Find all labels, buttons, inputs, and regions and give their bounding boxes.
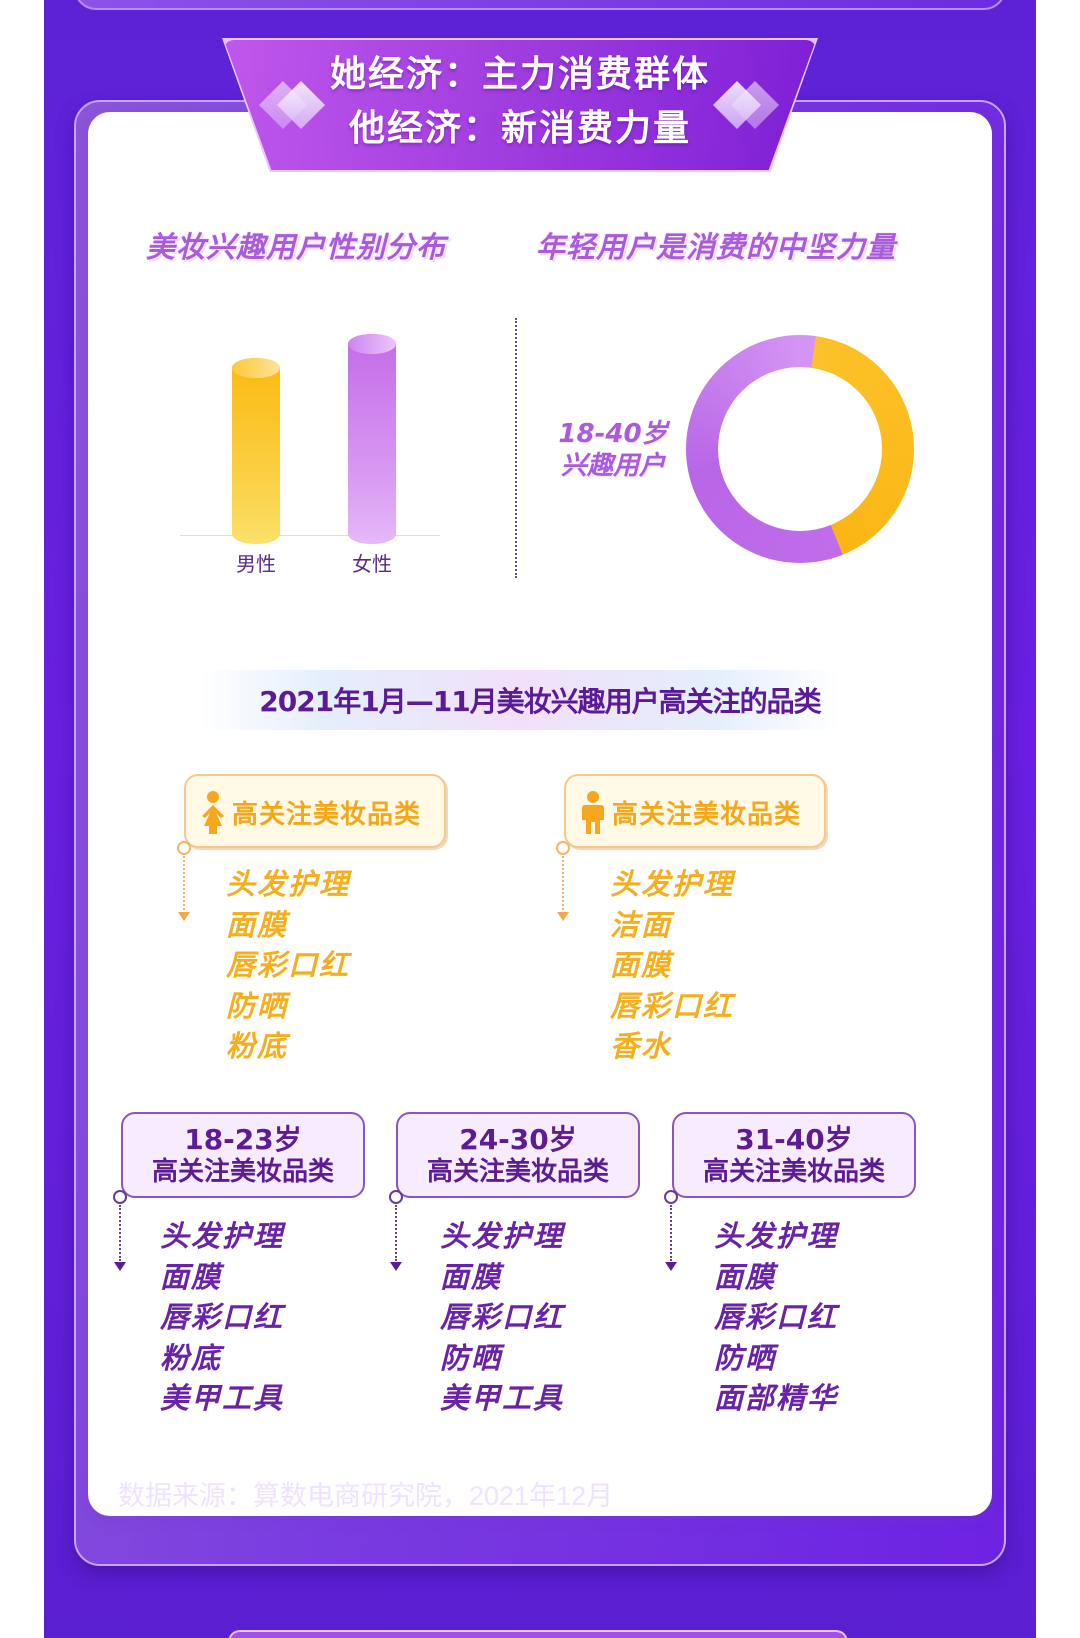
banner-line-2: 他经济：新消费力量 [348,108,691,149]
heading-highlight [200,670,840,730]
connector-dot [177,841,191,855]
list-item: 美甲工具 [160,1381,285,1415]
bar-label-female: 女性 [352,552,392,576]
list-item: 粉底 [160,1340,223,1375]
donut-annotation-line2: 兴趣用户 [560,451,665,481]
gender-chart-title: 美妆兴趣用户性别分布 [146,230,447,264]
age-group-label: 高关注美妆品类 [151,1157,334,1187]
age-group-box-18-23: 18-23岁 高关注美妆品类 [121,1112,365,1198]
arrow-down-icon [665,1262,677,1271]
age-group-label: 高关注美妆品类 [426,1157,609,1187]
male-icon [582,791,604,834]
male-category-label: 高关注美妆品类 [612,800,802,830]
list-item: 防晒 [714,1340,777,1375]
next-card-edge [228,1630,848,1638]
age-18-23-category-list: 头发护理 面膜 唇彩口红 粉底 美甲工具 [160,1216,284,1419]
arrow-down-icon [390,1262,402,1271]
male-category-box: 高关注美妆品类 [564,774,826,848]
list-item: 美甲工具 [440,1381,565,1415]
list-item: 头发护理 [440,1219,565,1253]
connector-line [395,1205,397,1261]
age-chart-title: 年轻用户是消费的中坚力量 [536,230,897,264]
list-item: 面部精华 [714,1381,839,1415]
age-range: 18-23岁 [184,1123,302,1156]
list-item: 头发护理 [610,867,735,901]
female-category-box: 高关注美妆品类 [184,774,446,848]
age-24-30-category-list: 头发护理 面膜 唇彩口红 防晒 美甲工具 [440,1216,564,1419]
connector-dot [664,1190,678,1204]
age-group-box-24-30: 24-30岁 高关注美妆品类 [396,1112,640,1198]
list-item: 头发护理 [714,1219,839,1253]
female-category-list: 头发护理 面膜 唇彩口红 防晒 粉底 [226,864,350,1067]
connector-line [183,856,185,910]
connector-line [670,1205,672,1261]
age-31-40-category-list: 头发护理 面膜 唇彩口红 防晒 面部精华 [714,1216,838,1419]
chart-baseline [180,535,440,536]
bar-female [348,334,396,544]
list-item: 防晒 [226,988,289,1023]
list-item: 香水 [610,1029,673,1063]
gender-bar-chart: 男性 女性 [180,320,440,580]
list-item: 面膜 [610,948,673,982]
donut-annotation-line1: 18-40岁 [558,419,668,449]
list-item: 唇彩口红 [714,1300,839,1334]
arrow-down-icon [178,912,190,921]
female-icon [202,791,224,834]
banner-title: 她经济：主力消费群体 他经济：新消费力量 [224,48,816,156]
list-item: 头发护理 [226,867,351,901]
banner-line-1: 她经济：主力消费群体 [329,54,710,95]
list-item: 头发护理 [160,1219,285,1253]
list-item: 唇彩口红 [610,988,735,1023]
list-item: 唇彩口红 [440,1300,565,1334]
list-item: 面膜 [160,1259,223,1294]
categories-heading: 2021年1月—11月美妆兴趣用户高关注的品类 [259,685,821,718]
list-item: 唇彩口红 [226,948,351,982]
list-item: 面膜 [714,1259,777,1294]
age-range: 31-40岁 [735,1123,853,1156]
list-item: 洁面 [610,907,673,942]
list-item: 面膜 [440,1259,503,1294]
arrow-down-icon [557,912,569,921]
list-item: 防晒 [440,1340,503,1375]
female-category-label: 高关注美妆品类 [232,800,422,830]
male-category-list: 头发护理 洁面 面膜 唇彩口红 香水 [610,864,734,1067]
list-item: 粉底 [226,1029,289,1063]
connector-dot [389,1190,403,1204]
connector-dot [113,1190,127,1204]
connector-line [562,856,564,910]
age-group-box-31-40: 31-40岁 高关注美妆品类 [672,1112,916,1198]
list-item: 面膜 [226,907,289,942]
donut-annotation: 18-40岁 兴趣用户 [548,418,678,482]
age-range: 24-30岁 [459,1123,577,1156]
connector-dot [556,841,570,855]
previous-card-edge [74,0,1006,10]
arrow-down-icon [114,1262,126,1271]
donut-hole [718,367,882,531]
bar-male [232,358,280,544]
age-group-label: 高关注美妆品类 [702,1157,885,1187]
connector-line [119,1205,121,1261]
list-item: 唇彩口红 [160,1300,285,1334]
bar-label-male: 男性 [236,552,276,576]
data-source-note: 数据来源：算数电商研究院，2021年12月 [118,1481,614,1511]
dotted-divider [515,318,517,578]
